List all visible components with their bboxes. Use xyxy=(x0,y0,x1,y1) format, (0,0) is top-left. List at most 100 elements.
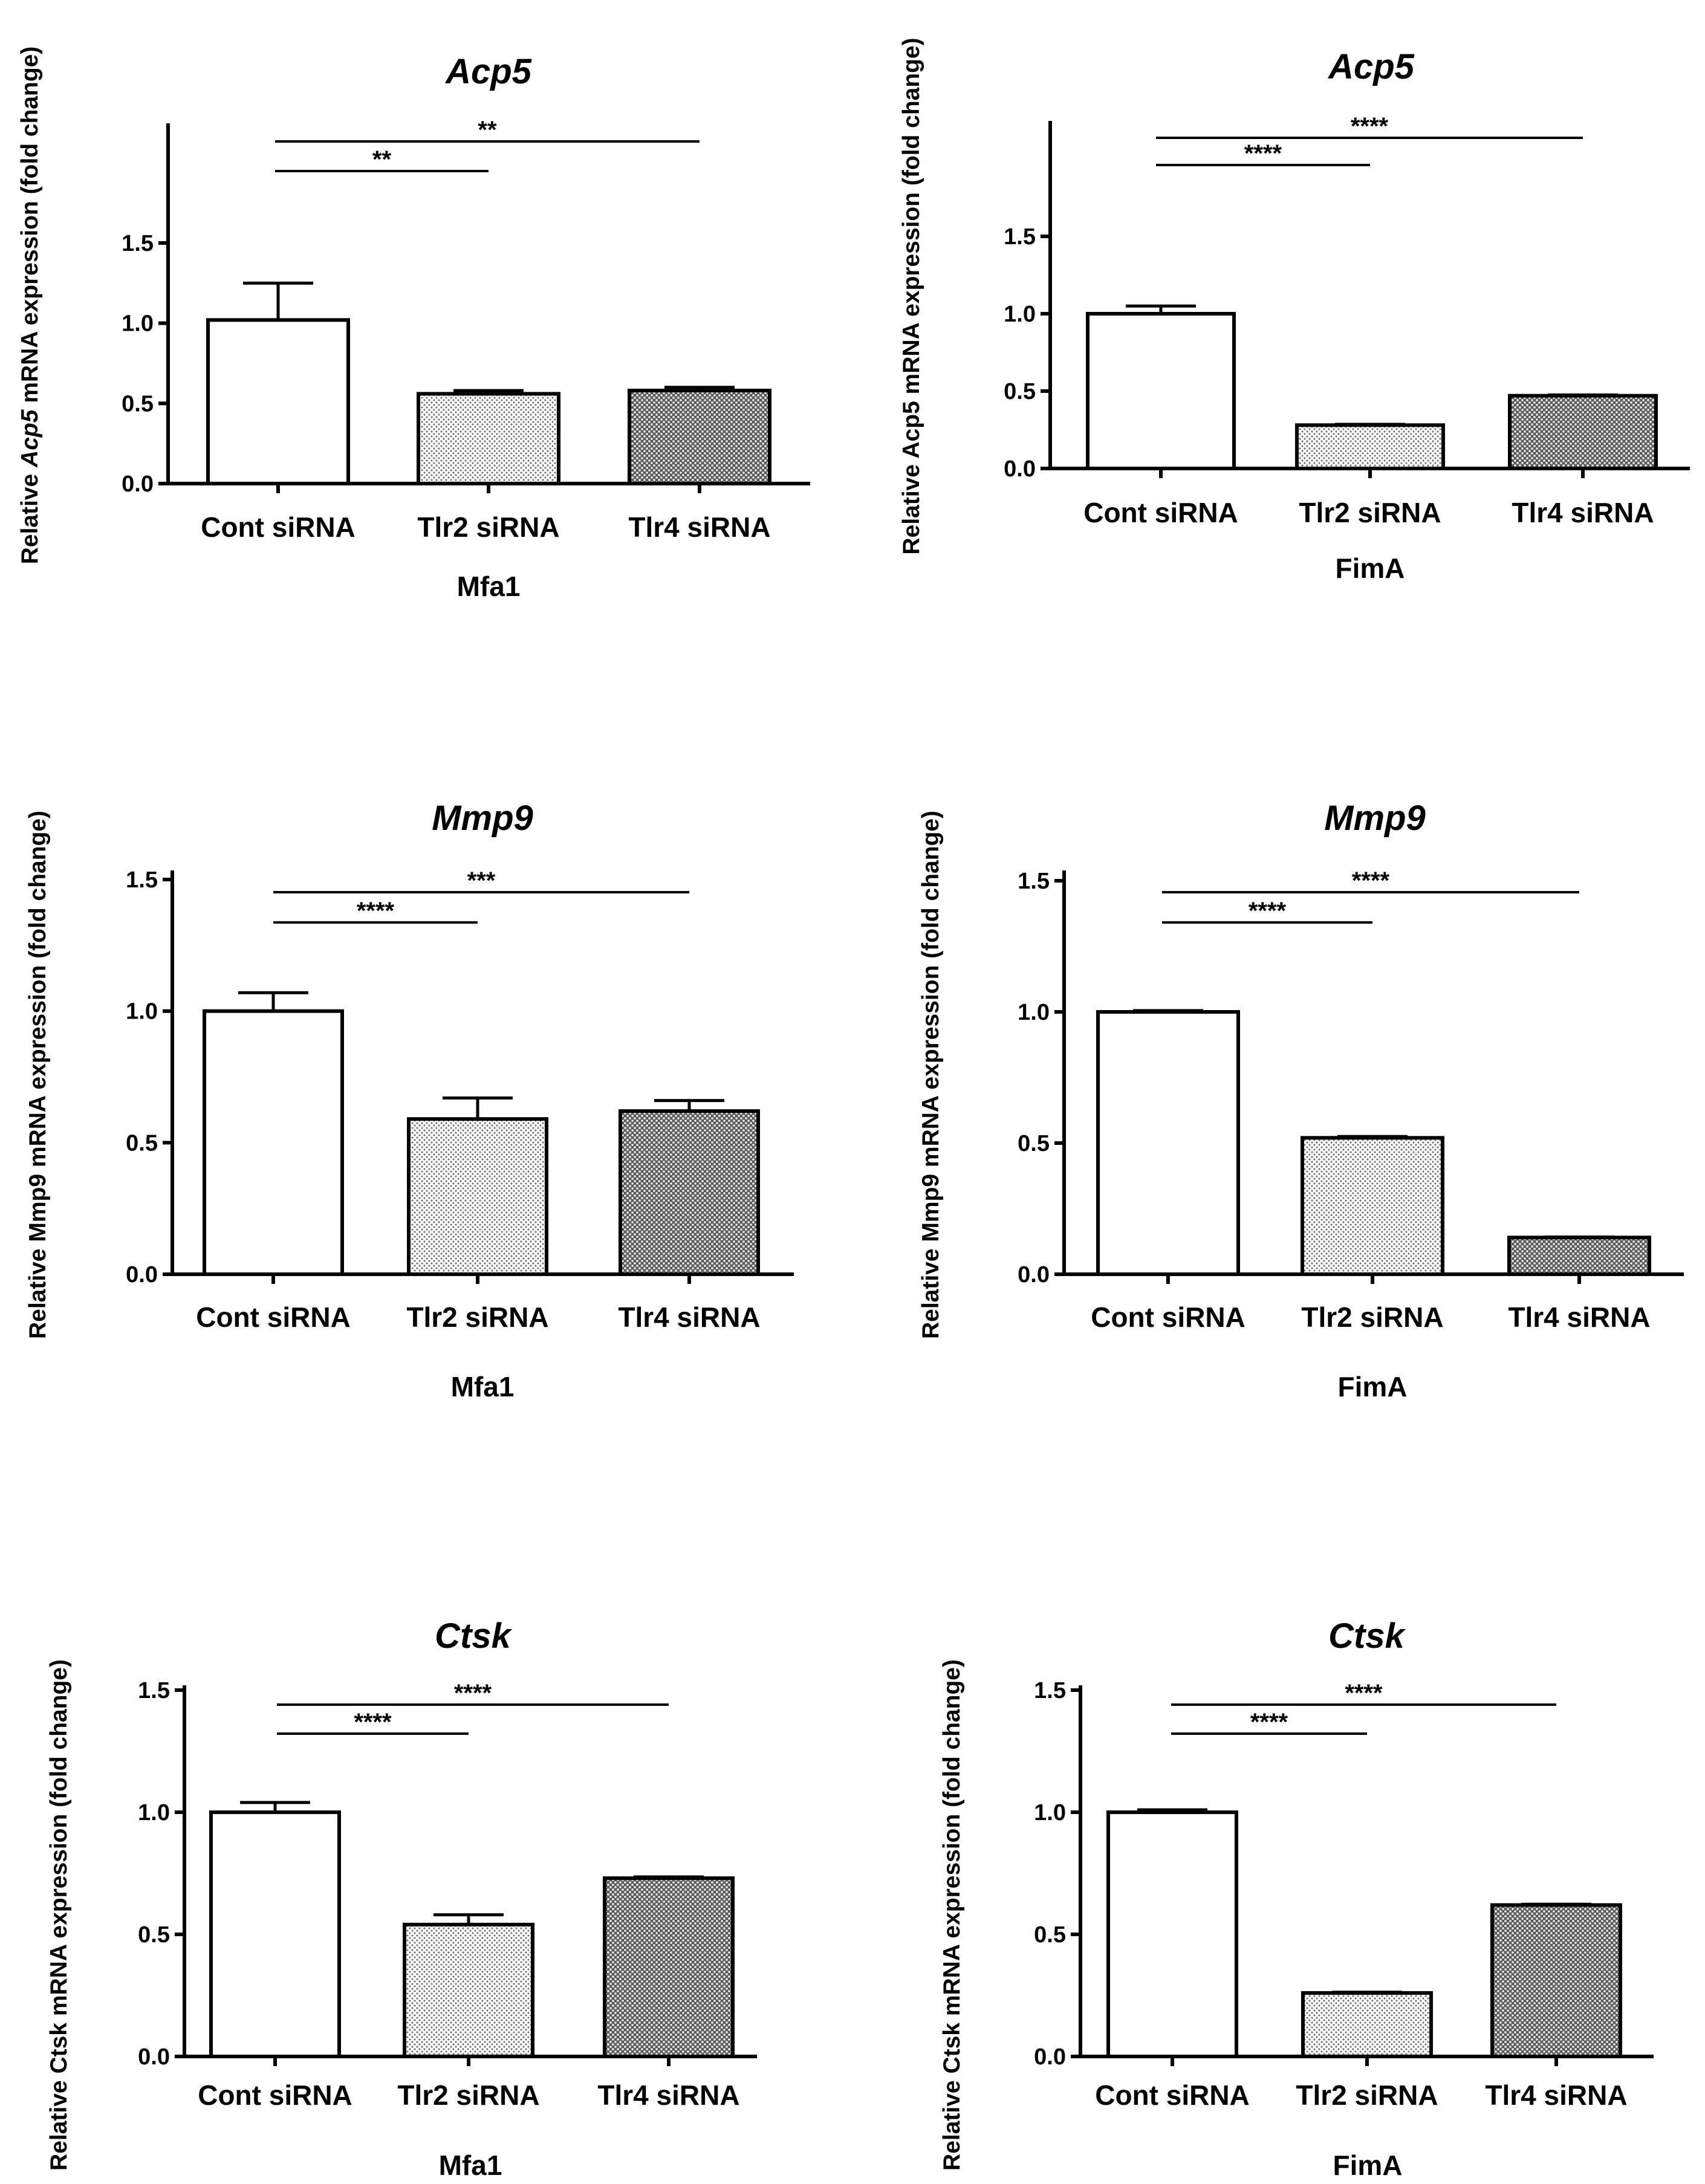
y-tick-label: 1.5 xyxy=(122,231,154,256)
y-tick-label: 0.0 xyxy=(1004,456,1036,482)
y-tick-label: 1.0 xyxy=(1018,1000,1050,1025)
y-tick-label: 0.5 xyxy=(138,1922,170,1948)
chart-title: Acp5 xyxy=(444,52,532,91)
significance-stars: **** xyxy=(354,1709,392,1735)
y-tick-label: 1.0 xyxy=(126,999,158,1025)
x-axis-label: Mfa1 xyxy=(451,1371,515,1402)
x-tick-label: Cont siRNA xyxy=(201,511,356,543)
bar xyxy=(1507,1236,1651,1276)
significance-annotations: ******* xyxy=(273,867,689,924)
y-ticks: 0.0 0.5 1.0 1.5 xyxy=(1034,1678,1558,2070)
bar xyxy=(203,1009,344,1276)
chart-title: Mmp9 xyxy=(1324,799,1426,838)
y-ticks: 0.0 0.5 1.0 1.5 xyxy=(126,867,691,1288)
y-tick-label: 1.5 xyxy=(138,1678,170,1703)
y-tick-label: 0.5 xyxy=(1034,1922,1066,1948)
x-axis-label: FimA xyxy=(1333,2150,1403,2181)
significance-stars: **** xyxy=(1352,867,1390,894)
bar xyxy=(628,389,771,486)
x-tick-label: Cont siRNA xyxy=(198,2079,352,2111)
y-tick-label: 1.0 xyxy=(122,311,154,337)
x-tick-label: Cont siRNA xyxy=(1091,1301,1245,1333)
y-tick-label: 1.0 xyxy=(1034,1800,1066,1826)
y-tick-label: 0.0 xyxy=(1034,2044,1066,2070)
y-ticks: 0.0 0.5 1.0 1.5 xyxy=(138,1678,671,2070)
y-tick-label: 1.5 xyxy=(1034,1678,1066,1703)
bar xyxy=(407,1117,548,1276)
bar xyxy=(1301,1991,1433,2058)
panel-mmp9-mfa1: Mmp9 Relative Mmp9 mRNA expression (fold… xyxy=(25,799,794,1402)
significance-stars: **** xyxy=(1345,1680,1383,1706)
chart-marks xyxy=(206,281,771,486)
bar xyxy=(1295,423,1445,471)
y-tick-label: 0.0 xyxy=(1018,1262,1050,1288)
x-tick-label: Tlr4 siRNA xyxy=(1512,497,1654,528)
x-tick-label: Cont siRNA xyxy=(1083,497,1238,528)
x-tick-label: Tlr2 siRNA xyxy=(417,511,559,543)
chart-title: Ctsk xyxy=(1328,1616,1406,1656)
bar xyxy=(603,1876,735,2059)
chart-marks xyxy=(203,991,760,1277)
y-ticks: 0.0 0.5 1.0 1.5 xyxy=(122,231,701,497)
significance-stars: **** xyxy=(1250,1709,1288,1735)
panel-ctsk-fima: Ctsk Relative Ctsk mRNA expression (fold… xyxy=(939,1616,1654,2181)
y-tick-label: 0.5 xyxy=(1018,1131,1050,1156)
significance-stars: ** xyxy=(372,146,392,173)
y-ticks: 0.0 0.5 1.0 1.5 xyxy=(1018,869,1581,1288)
bar xyxy=(403,1922,534,2059)
chart-marks xyxy=(1106,1808,1622,2059)
x-tick-label: Cont siRNA xyxy=(1095,2079,1250,2111)
significance-stars: ** xyxy=(478,117,497,143)
significance-stars: **** xyxy=(1244,140,1282,167)
x-categories: Cont siRNA Tlr2 siRNA Tlr4 siRNA xyxy=(1083,497,1654,528)
x-tick-label: Tlr2 siRNA xyxy=(406,1301,548,1333)
y-tick-label: 1.0 xyxy=(138,1800,170,1826)
chart-marks xyxy=(1086,304,1658,471)
x-tick-label: Tlr4 siRNA xyxy=(1508,1301,1650,1333)
chart-title: Acp5 xyxy=(1327,47,1415,86)
bar xyxy=(417,392,560,485)
y-axis-label: Relative Ctsk mRNA expression (fold chan… xyxy=(939,1659,965,2171)
bar xyxy=(206,318,350,485)
significance-stars: **** xyxy=(357,898,395,924)
x-categories: Cont siRNA Tlr2 siRNA Tlr4 siRNA xyxy=(1091,1301,1650,1333)
bar xyxy=(209,1810,341,2058)
y-tick-label: 1.5 xyxy=(1004,224,1036,250)
x-tick-label: Tlr2 siRNA xyxy=(1299,497,1441,528)
bar xyxy=(1106,1810,1238,2058)
bar xyxy=(619,1109,760,1277)
chart-marks xyxy=(209,1801,735,2059)
significance-stars: **** xyxy=(454,1680,492,1706)
bar xyxy=(1508,394,1658,470)
x-tick-label: Tlr2 siRNA xyxy=(1301,1301,1443,1333)
panel-acp5-mfa1: Acp5 Relative Acp5 mRNA expression (fold… xyxy=(17,47,810,602)
y-tick-label: 1.5 xyxy=(126,867,158,893)
x-tick-label: Cont siRNA xyxy=(196,1301,351,1333)
significance-stars: **** xyxy=(1249,898,1287,924)
panel-ctsk-mfa1: Ctsk Relative Ctsk mRNA expression (fold… xyxy=(46,1616,757,2181)
panel-mmp9-fima: Mmp9 Relative Mmp9 mRNA expression (fold… xyxy=(918,799,1684,1402)
x-tick-label: Tlr2 siRNA xyxy=(1296,2079,1438,2111)
y-axis-label: Relative Acp5 mRNA expression (fold chan… xyxy=(17,47,43,565)
x-axis-label: FimA xyxy=(1336,552,1405,584)
y-axis-label: Relative Mmp9 mRNA expression (fold chan… xyxy=(918,811,944,1339)
y-tick-label: 0.0 xyxy=(138,2044,170,2070)
y-tick-label: 0.5 xyxy=(1004,379,1036,404)
y-tick-label: 1.5 xyxy=(1018,869,1050,894)
x-categories: Cont siRNA Tlr2 siRNA Tlr4 siRNA xyxy=(201,511,770,543)
x-tick-label: Tlr4 siRNA xyxy=(597,2079,739,2111)
bar xyxy=(1086,312,1236,470)
bar xyxy=(1490,1903,1622,2059)
x-axis-label: FimA xyxy=(1338,1371,1408,1402)
significance-stars: **** xyxy=(1351,113,1389,140)
x-tick-label: Tlr4 siRNA xyxy=(618,1301,760,1333)
significance-annotations: ** ** xyxy=(275,117,700,173)
panel-acp5-fima: Acp5 Relative Acp5 mRNA expression (fold… xyxy=(898,37,1690,584)
x-categories: Cont siRNA Tlr2 siRNA Tlr4 siRNA xyxy=(1095,2079,1627,2111)
y-tick-label: 1.0 xyxy=(1004,302,1036,327)
y-ticks: 0.0 0.5 1.0 1.5 xyxy=(1004,224,1585,482)
x-tick-label: Tlr2 siRNA xyxy=(397,2079,539,2111)
x-axis-label: Mfa1 xyxy=(439,2150,502,2181)
bar xyxy=(1096,1010,1240,1276)
